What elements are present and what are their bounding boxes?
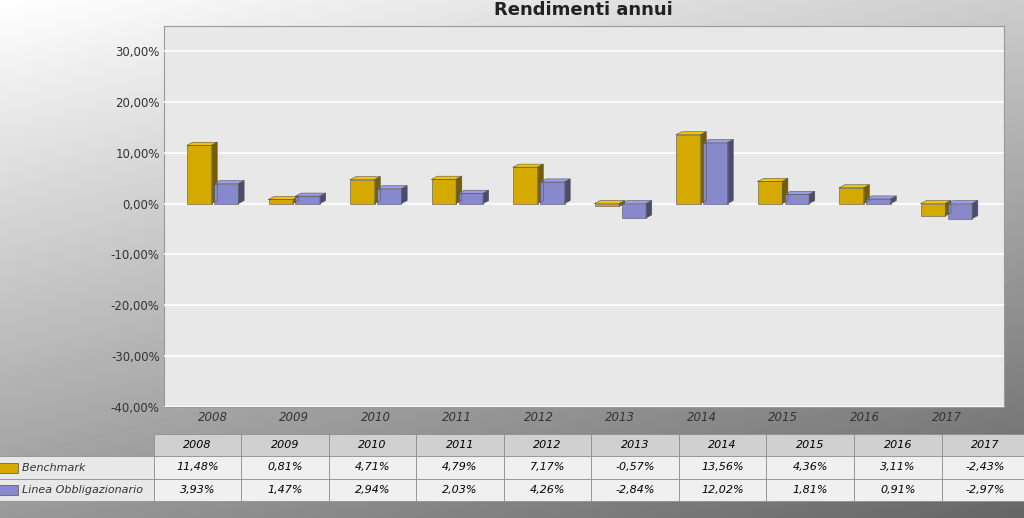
Polygon shape xyxy=(809,191,815,204)
Bar xyxy=(459,193,483,204)
Polygon shape xyxy=(187,142,217,145)
Polygon shape xyxy=(212,142,217,204)
Polygon shape xyxy=(538,164,544,204)
Polygon shape xyxy=(703,139,733,142)
Bar xyxy=(758,181,782,204)
Polygon shape xyxy=(676,132,707,135)
Polygon shape xyxy=(972,200,978,219)
Polygon shape xyxy=(595,200,625,204)
Polygon shape xyxy=(214,181,244,183)
Polygon shape xyxy=(268,196,299,199)
Polygon shape xyxy=(700,132,707,204)
Polygon shape xyxy=(432,176,462,179)
Polygon shape xyxy=(375,177,380,204)
Bar xyxy=(214,183,239,204)
Polygon shape xyxy=(483,190,488,204)
Bar xyxy=(840,188,863,204)
Polygon shape xyxy=(350,177,380,180)
Bar xyxy=(350,180,375,204)
Polygon shape xyxy=(377,185,408,189)
Polygon shape xyxy=(782,178,787,204)
Polygon shape xyxy=(564,179,570,204)
Polygon shape xyxy=(459,190,488,193)
Polygon shape xyxy=(456,176,462,204)
Bar xyxy=(296,196,319,204)
Polygon shape xyxy=(784,191,815,194)
Polygon shape xyxy=(513,164,544,167)
Polygon shape xyxy=(945,200,951,216)
Title: Rendimenti annui: Rendimenti annui xyxy=(495,1,673,19)
Polygon shape xyxy=(239,181,244,204)
Polygon shape xyxy=(758,178,787,181)
Bar xyxy=(268,199,293,204)
Bar xyxy=(784,194,809,204)
Bar xyxy=(676,135,700,204)
Polygon shape xyxy=(728,139,733,204)
Bar xyxy=(622,204,646,218)
Polygon shape xyxy=(296,193,326,196)
Polygon shape xyxy=(947,200,978,204)
Bar xyxy=(432,179,456,204)
Polygon shape xyxy=(891,196,896,204)
Polygon shape xyxy=(540,179,570,182)
Bar xyxy=(947,204,972,219)
Polygon shape xyxy=(840,185,869,188)
Bar xyxy=(187,145,212,204)
Polygon shape xyxy=(620,200,625,207)
Polygon shape xyxy=(401,185,408,204)
Bar xyxy=(595,204,620,207)
Polygon shape xyxy=(863,185,869,204)
Polygon shape xyxy=(921,200,951,204)
Polygon shape xyxy=(622,200,651,204)
Bar xyxy=(377,189,401,204)
Bar xyxy=(540,182,564,204)
Bar xyxy=(921,204,945,216)
Polygon shape xyxy=(293,196,299,204)
Bar xyxy=(703,142,728,204)
Bar xyxy=(513,167,538,204)
Bar xyxy=(866,199,891,204)
Polygon shape xyxy=(319,193,326,204)
Polygon shape xyxy=(866,196,896,199)
Polygon shape xyxy=(646,200,651,218)
